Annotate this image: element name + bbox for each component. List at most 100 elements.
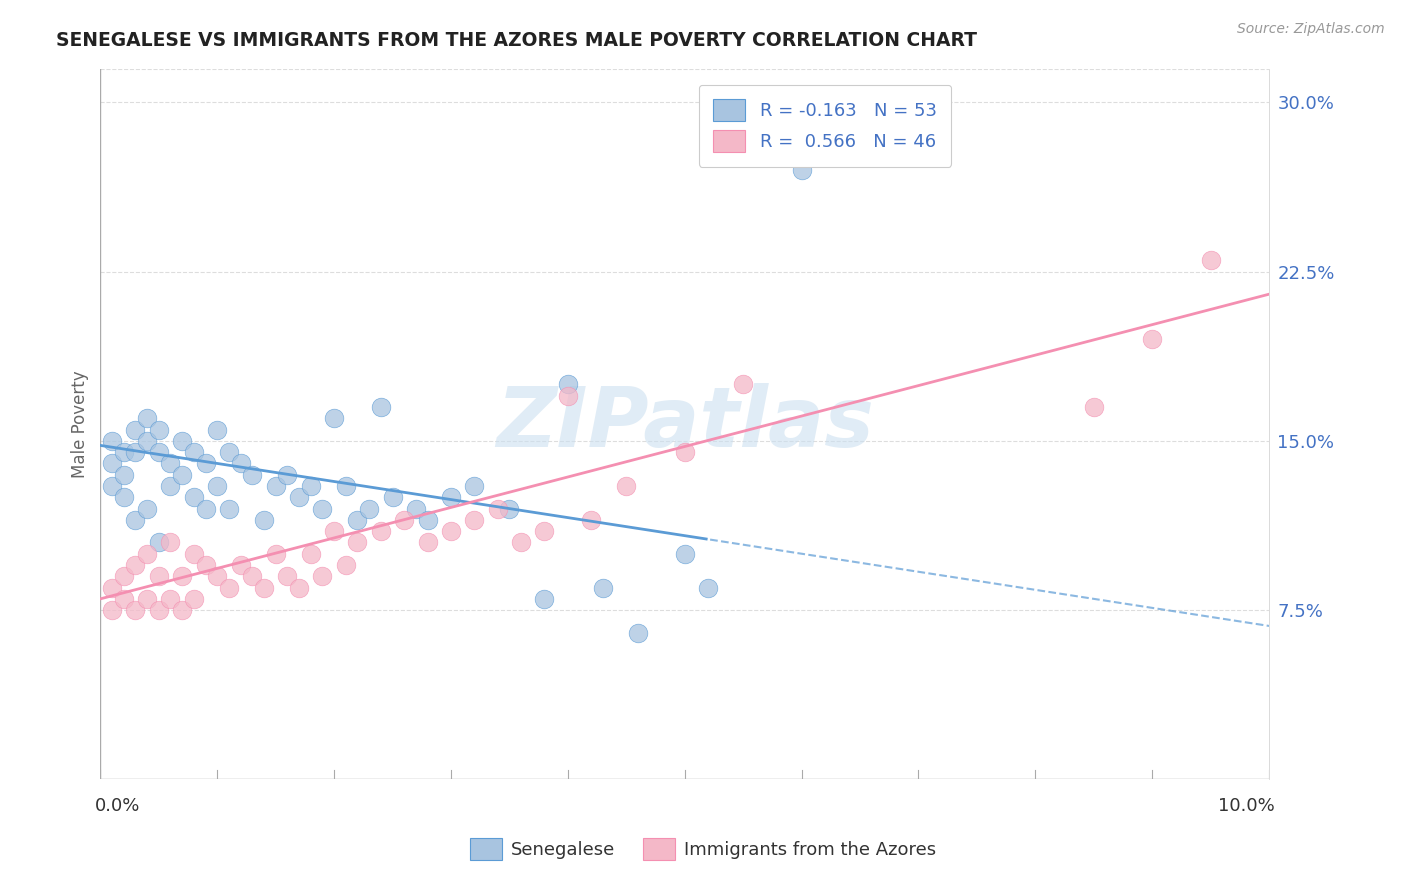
- Point: [311, 501, 333, 516]
- Point: [790, 163, 813, 178]
- Point: [101, 434, 124, 448]
- Point: [183, 445, 205, 459]
- Point: [112, 467, 135, 482]
- Point: [335, 558, 357, 572]
- Point: [124, 603, 146, 617]
- Point: [172, 434, 194, 448]
- Point: [253, 513, 276, 527]
- Point: [205, 479, 228, 493]
- Point: [264, 547, 287, 561]
- Point: [614, 479, 637, 493]
- Point: [405, 501, 427, 516]
- Point: [183, 491, 205, 505]
- Point: [510, 535, 533, 549]
- Point: [172, 467, 194, 482]
- Point: [101, 581, 124, 595]
- Text: 10.0%: 10.0%: [1218, 797, 1275, 815]
- Point: [463, 479, 485, 493]
- Point: [253, 581, 276, 595]
- Point: [148, 423, 170, 437]
- Point: [498, 501, 520, 516]
- Legend: Senegalese, Immigrants from the Azores: Senegalese, Immigrants from the Azores: [463, 830, 943, 867]
- Point: [673, 445, 696, 459]
- Point: [346, 535, 368, 549]
- Point: [311, 569, 333, 583]
- Point: [323, 524, 346, 538]
- Point: [112, 569, 135, 583]
- Point: [1199, 253, 1222, 268]
- Point: [346, 513, 368, 527]
- Point: [159, 535, 181, 549]
- Point: [288, 491, 311, 505]
- Point: [592, 581, 614, 595]
- Point: [148, 603, 170, 617]
- Point: [148, 569, 170, 583]
- Point: [240, 467, 263, 482]
- Point: [335, 479, 357, 493]
- Point: [124, 513, 146, 527]
- Point: [533, 591, 555, 606]
- Point: [697, 581, 720, 595]
- Point: [323, 411, 346, 425]
- Point: [112, 445, 135, 459]
- Point: [183, 547, 205, 561]
- Point: [124, 445, 146, 459]
- Point: [1140, 332, 1163, 346]
- Text: Source: ZipAtlas.com: Source: ZipAtlas.com: [1237, 22, 1385, 37]
- Point: [194, 457, 217, 471]
- Point: [264, 479, 287, 493]
- Point: [463, 513, 485, 527]
- Point: [112, 591, 135, 606]
- Point: [136, 501, 159, 516]
- Point: [276, 467, 298, 482]
- Point: [557, 389, 579, 403]
- Text: SENEGALESE VS IMMIGRANTS FROM THE AZORES MALE POVERTY CORRELATION CHART: SENEGALESE VS IMMIGRANTS FROM THE AZORES…: [56, 31, 977, 50]
- Point: [440, 491, 463, 505]
- Point: [194, 558, 217, 572]
- Point: [183, 591, 205, 606]
- Y-axis label: Male Poverty: Male Poverty: [72, 370, 89, 478]
- Point: [440, 524, 463, 538]
- Point: [416, 535, 439, 549]
- Point: [112, 491, 135, 505]
- Point: [136, 411, 159, 425]
- Text: ZIPatlas: ZIPatlas: [496, 384, 873, 465]
- Point: [381, 491, 404, 505]
- Point: [533, 524, 555, 538]
- Point: [148, 535, 170, 549]
- Point: [276, 569, 298, 583]
- Point: [627, 625, 650, 640]
- Point: [240, 569, 263, 583]
- Point: [136, 434, 159, 448]
- Point: [101, 479, 124, 493]
- Point: [136, 591, 159, 606]
- Point: [299, 547, 322, 561]
- Legend: R = -0.163   N = 53, R =  0.566   N = 46: R = -0.163 N = 53, R = 0.566 N = 46: [699, 85, 952, 167]
- Point: [124, 558, 146, 572]
- Point: [136, 547, 159, 561]
- Point: [159, 479, 181, 493]
- Point: [288, 581, 311, 595]
- Point: [359, 501, 381, 516]
- Point: [101, 603, 124, 617]
- Point: [557, 377, 579, 392]
- Point: [205, 569, 228, 583]
- Point: [229, 558, 252, 572]
- Point: [124, 423, 146, 437]
- Point: [486, 501, 509, 516]
- Point: [218, 501, 240, 516]
- Point: [205, 423, 228, 437]
- Point: [218, 581, 240, 595]
- Point: [159, 591, 181, 606]
- Point: [172, 603, 194, 617]
- Point: [579, 513, 602, 527]
- Point: [299, 479, 322, 493]
- Point: [229, 457, 252, 471]
- Point: [159, 457, 181, 471]
- Point: [370, 524, 392, 538]
- Point: [194, 501, 217, 516]
- Point: [1083, 400, 1105, 414]
- Point: [392, 513, 415, 527]
- Point: [370, 400, 392, 414]
- Point: [148, 445, 170, 459]
